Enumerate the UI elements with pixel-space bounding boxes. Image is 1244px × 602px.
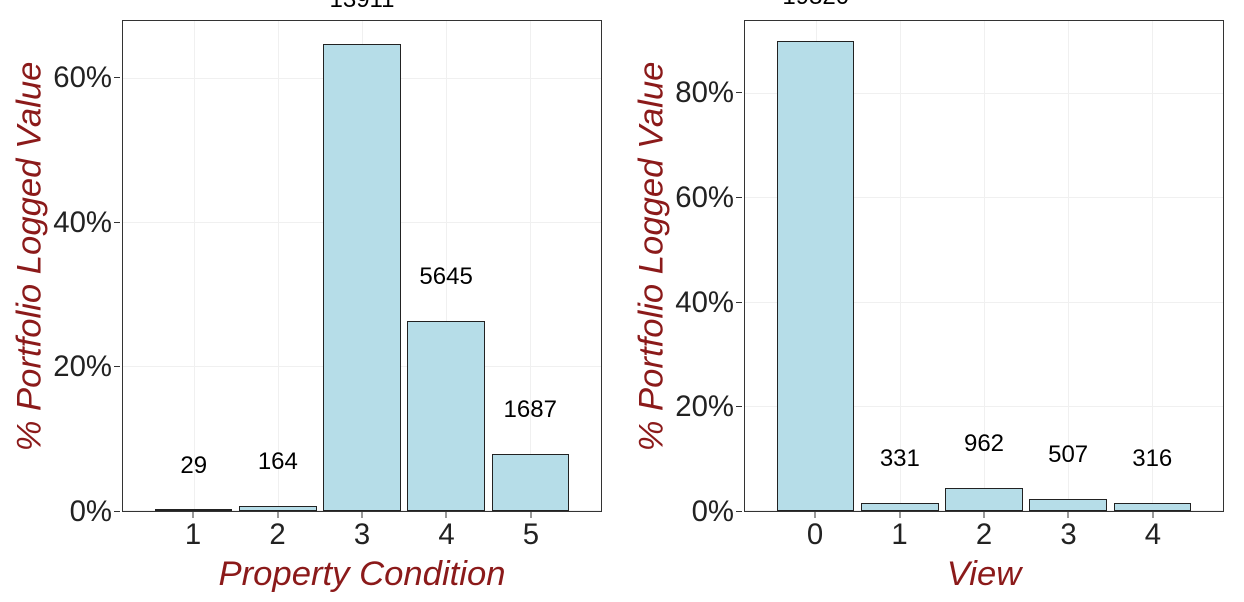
panel-condition: % Portfolio Logged Value 0% 20% 40% 60% 29 164… <box>0 0 622 602</box>
x-tick-mark <box>815 512 816 518</box>
x-tick-label: 4 <box>1145 518 1161 552</box>
y-tick-mark <box>736 302 742 303</box>
x-tick-label: 2 <box>976 518 992 552</box>
bar-label: 19320 <box>782 0 849 11</box>
x-axis-ticks: 0 1 2 3 4 <box>744 514 1224 554</box>
y-axis-title: % Portfolio Logged Value <box>632 0 672 512</box>
x-tick-label: 1 <box>185 518 201 552</box>
x-tick-label: 2 <box>269 518 285 552</box>
bar-label: 13911 <box>330 0 395 14</box>
plot-area: 291641391156451687 <box>122 20 602 512</box>
x-axis-ticks: 1 2 3 4 5 <box>122 514 602 554</box>
y-axis-title: % Portfolio Logged Value <box>10 0 50 512</box>
x-tick-mark <box>446 512 447 518</box>
gridline-v <box>1152 21 1153 511</box>
y-axis-ticks: 0%20%40%60% <box>50 20 120 512</box>
panel-view: % Portfolio Logged Value0%20%40%60%80%19… <box>622 0 1244 602</box>
y-tick-label: 40% <box>675 286 734 320</box>
y-tick-label: 60% <box>53 61 112 95</box>
gridline-v <box>1068 21 1069 511</box>
bar-label: 1687 <box>504 396 557 424</box>
bar-label: 29 <box>180 452 207 480</box>
y-axis-title-text: % Portfolio Logged Value <box>11 61 50 451</box>
x-tick-label: 3 <box>354 518 370 552</box>
bar <box>155 509 232 511</box>
x-tick-mark <box>530 512 531 518</box>
gridline-v <box>194 21 195 511</box>
x-axis-title: Property Condition <box>122 555 602 594</box>
x-tick-mark <box>1152 512 1153 518</box>
y-tick-label: 60% <box>675 181 734 215</box>
y-tick-mark <box>736 197 742 198</box>
x-tick-label: 4 <box>438 518 454 552</box>
y-axis-ticks: 0%20%40%60%80% <box>672 20 742 512</box>
y-tick-label: 20% <box>675 390 734 424</box>
x-tick-mark <box>277 512 278 518</box>
x-tick-mark <box>362 512 363 518</box>
gridline-v <box>530 21 531 511</box>
y-tick-mark <box>114 222 120 223</box>
y-tick-mark <box>114 511 120 512</box>
x-tick-label: 1 <box>891 518 907 552</box>
x-tick-mark <box>984 512 985 518</box>
x-tick-mark <box>193 512 194 518</box>
bar <box>1114 503 1191 511</box>
bar-label: 5645 <box>419 263 472 291</box>
gridline-v <box>900 21 901 511</box>
y-tick-mark <box>736 406 742 407</box>
bar-label: 331 <box>880 445 920 473</box>
gridline-v <box>278 21 279 511</box>
y-axis-title-text: % Portfolio Logged Value <box>633 61 672 451</box>
figure: % Portfolio Logged Value0%20%40%60%29164… <box>0 0 1244 602</box>
y-tick-label: 0% <box>692 495 734 529</box>
y-tick-mark <box>114 77 120 78</box>
bar <box>1029 499 1106 511</box>
y-tick-mark <box>736 92 742 93</box>
bar-label: 316 <box>1132 445 1172 473</box>
x-tick-label: 5 <box>523 518 539 552</box>
y-tick-label: 0% <box>70 495 112 529</box>
x-tick-label: 3 <box>1060 518 1076 552</box>
bar <box>945 488 1022 511</box>
y-tick-label: 40% <box>53 206 112 240</box>
plot-area: 19320331962507316 <box>744 20 1224 512</box>
bar <box>323 44 400 511</box>
bar-label: 164 <box>258 448 298 476</box>
bar <box>777 41 854 511</box>
x-tick-mark <box>899 512 900 518</box>
bar-label: 962 <box>964 430 1004 458</box>
x-tick-label: 0 <box>807 518 823 552</box>
bar-label: 507 <box>1048 441 1088 469</box>
bar <box>492 454 569 511</box>
x-tick-mark <box>1068 512 1069 518</box>
bar <box>239 506 316 511</box>
bar <box>861 503 938 511</box>
y-tick-label: 80% <box>675 76 734 110</box>
y-tick-mark <box>114 366 120 367</box>
y-tick-mark <box>736 511 742 512</box>
x-axis-title: View <box>744 555 1224 594</box>
y-tick-label: 20% <box>53 350 112 384</box>
bar <box>407 321 484 511</box>
